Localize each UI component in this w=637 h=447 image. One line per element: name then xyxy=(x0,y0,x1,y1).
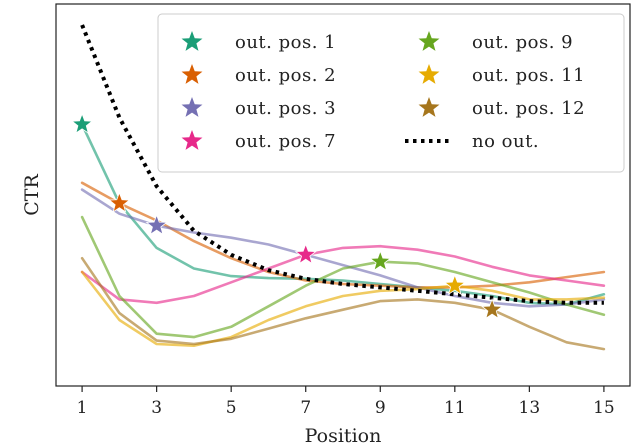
legend-label-out-pos-2: out. pos. 2 xyxy=(235,65,336,86)
legend-item-out-pos-9: out. pos. 9 xyxy=(418,31,573,53)
x-tick-label-11: 11 xyxy=(444,398,466,418)
legend-swatch-out-pos-9 xyxy=(418,31,440,51)
legend-item-out-pos-11: out. pos. 11 xyxy=(418,64,585,86)
x-tick-label-15: 15 xyxy=(593,398,615,418)
x-tick-label-9: 9 xyxy=(375,398,386,418)
legend-swatch-out-pos-3 xyxy=(181,97,203,117)
legend-swatch-out-pos-12 xyxy=(418,97,440,117)
star-marker-out-pos-12 xyxy=(481,298,504,320)
legend-swatch-out-pos-11 xyxy=(418,64,440,84)
legend-swatch-out-pos-7 xyxy=(181,130,203,150)
series-line-out-pos-11 xyxy=(80,270,606,347)
series-line-out-pos-9 xyxy=(80,215,606,339)
x-tick-label-3: 3 xyxy=(151,398,162,418)
legend-box xyxy=(157,13,625,173)
series-line-out-pos-7 xyxy=(80,244,606,305)
x-tick-label-5: 5 xyxy=(226,398,237,418)
legend-item-out-pos-3: out. pos. 3 xyxy=(181,97,336,119)
star-marker-out-pos-2 xyxy=(108,191,131,213)
legend-label-out-pos-12: out. pos. 12 xyxy=(472,98,585,119)
star-marker-out-pos-7 xyxy=(294,243,317,265)
star-marker-out-pos-1 xyxy=(71,112,94,134)
plot-frame xyxy=(55,3,631,387)
legend-label-out-pos-1: out. pos. 1 xyxy=(235,32,336,53)
y-axis-label: CTR xyxy=(21,174,43,216)
series-line-out-pos-2 xyxy=(80,181,606,289)
series-line-no-out xyxy=(80,24,604,305)
legend-item-out-pos-12: out. pos. 12 xyxy=(418,97,585,119)
legend-swatch-out-pos-1 xyxy=(181,31,203,51)
legend: out. pos. 1 out. pos. 2 out. pos. 3 out. po… xyxy=(157,13,625,173)
star-marker-out-pos-3 xyxy=(145,214,168,236)
x-tick-label-1: 1 xyxy=(77,398,88,418)
star-marker-out-pos-9 xyxy=(369,250,392,272)
legend-item-out-pos-7: out. pos. 7 xyxy=(181,130,336,152)
series-line-out-pos-12 xyxy=(80,256,606,351)
legend-item-out-pos-2: out. pos. 2 xyxy=(181,64,336,86)
x-tick-label-7: 7 xyxy=(300,398,311,418)
legend-label-out-pos-11: out. pos. 11 xyxy=(472,65,585,86)
legend-swatch-out-pos-2 xyxy=(181,64,203,84)
series-line-out-pos-3 xyxy=(80,188,606,308)
legend-item-no-out: no out. xyxy=(405,131,539,152)
x-tick-label-13: 13 xyxy=(519,398,541,418)
legend-label-no-out: no out. xyxy=(472,131,539,152)
legend-label-out-pos-7: out. pos. 7 xyxy=(235,131,336,152)
star-marker-out-pos-11 xyxy=(443,274,466,296)
legend-label-out-pos-9: out. pos. 9 xyxy=(472,32,573,53)
x-axis-label: Position xyxy=(305,425,382,447)
legend-label-out-pos-3: out. pos. 3 xyxy=(235,98,336,119)
legend-item-out-pos-1: out. pos. 1 xyxy=(181,31,336,53)
